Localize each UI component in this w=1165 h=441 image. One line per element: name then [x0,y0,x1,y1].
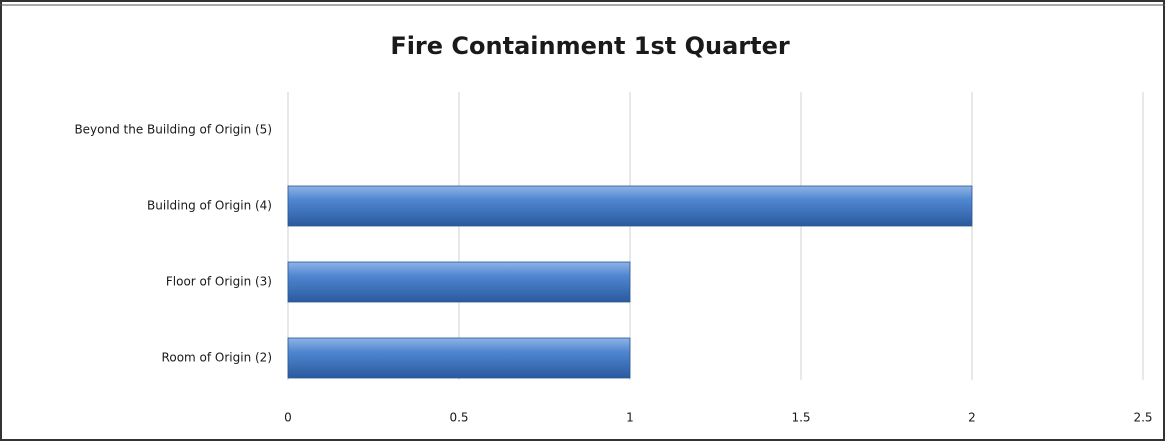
bar [287,337,631,379]
x-tick-label: 0.5 [449,411,468,425]
bar [287,185,973,227]
y-tick-label: Room of Origin (2) [162,351,272,365]
bar [287,261,631,303]
chart-title: Fire Containment 1st Quarter [390,32,790,60]
y-tick-label: Floor of Origin (3) [166,275,272,289]
y-tick-label: Beyond the Building of Origin (5) [74,123,272,137]
y-tick-label: Building of Origin (4) [147,199,272,213]
x-tick-label: 2.5 [1133,411,1152,425]
x-tick-label: 0 [284,411,292,425]
x-tick-label: 1.5 [791,411,810,425]
x-tick-label: 1 [626,411,634,425]
x-tick-label: 2 [968,411,976,425]
